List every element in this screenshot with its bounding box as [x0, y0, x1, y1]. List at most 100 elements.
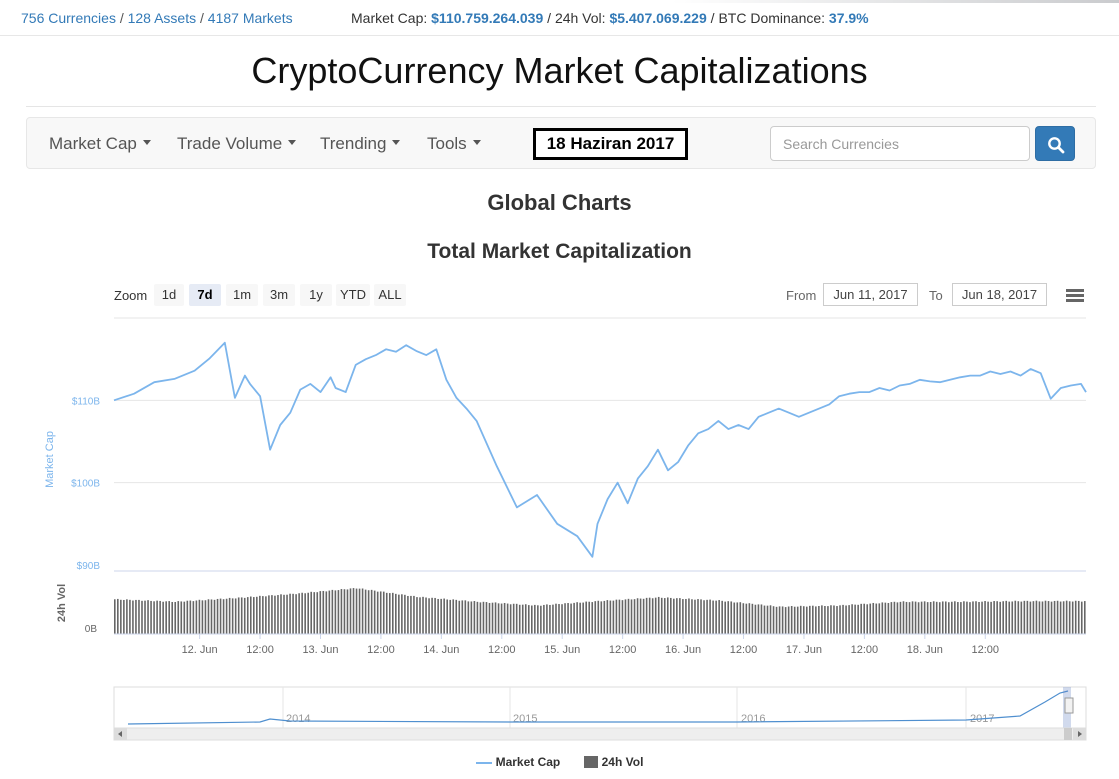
zoom-1m-button[interactable]: 1m	[226, 284, 258, 306]
volume-bar	[905, 601, 908, 634]
volume-bar	[908, 602, 911, 634]
volume-bar	[222, 599, 225, 634]
legend-item-volume[interactable]: 24h Vol	[583, 755, 644, 769]
volume-bar	[917, 602, 920, 634]
volume-bar	[443, 598, 445, 634]
volume-bar	[836, 606, 838, 634]
nav-trending-label: Trending	[320, 134, 387, 153]
volume-bar	[1020, 601, 1023, 634]
volume-bar	[621, 600, 624, 634]
volume-bar	[521, 604, 524, 634]
volume-bar	[703, 600, 705, 634]
scrollbar-thumb	[1064, 728, 1072, 740]
volume-bar	[706, 599, 708, 634]
volume-bar	[691, 599, 693, 634]
volume-bar	[676, 598, 678, 634]
volume-bar	[660, 597, 663, 634]
volume-bar	[827, 606, 829, 634]
zoom-all-button[interactable]: ALL	[374, 284, 406, 306]
volume-bar	[210, 599, 213, 634]
market-cap-label: Market Cap:	[351, 10, 428, 26]
legend-volume-label: 24h Vol	[601, 755, 644, 769]
section-title: Global Charts	[487, 190, 632, 215]
volume-bar	[473, 601, 476, 634]
volume-bar	[790, 606, 793, 634]
chart-menu-icon[interactable]	[1066, 289, 1084, 303]
volume-bar	[271, 595, 273, 634]
volume-bar	[328, 590, 331, 634]
volume-bar	[395, 593, 397, 634]
from-date-input[interactable]: Jun 11, 2017	[823, 283, 918, 306]
volume-bar	[914, 601, 917, 634]
volume-bar	[963, 601, 965, 634]
volume-bar	[682, 599, 684, 634]
volume-bar	[479, 602, 482, 634]
search-input[interactable]	[770, 126, 1030, 161]
nav-market-cap[interactable]: Market Cap	[49, 134, 151, 154]
x-tick-label: 12:00	[972, 644, 1000, 656]
currencies-link[interactable]: 756 Currencies	[21, 10, 116, 26]
volume-bar	[512, 603, 515, 634]
nav-tools[interactable]: Tools	[427, 134, 481, 154]
volume-bar	[219, 598, 222, 634]
volume-bar	[500, 603, 503, 634]
separator: /	[710, 10, 719, 26]
volume-bar	[944, 601, 947, 634]
volume-bar	[198, 599, 201, 634]
x-tick-label: 16. Jun	[665, 644, 701, 656]
volume-bar	[809, 605, 811, 634]
volume-bar	[404, 594, 406, 634]
volume-bar	[736, 602, 739, 634]
volume-bar	[370, 589, 373, 634]
volume-bar	[875, 603, 878, 634]
volume-bar	[848, 605, 850, 634]
volume-bar	[1023, 600, 1026, 634]
volume-bar	[195, 600, 198, 634]
volume-bar	[642, 598, 645, 634]
navigator-year-label: 2015	[513, 713, 537, 725]
volume-bar	[1029, 601, 1032, 634]
markets-link[interactable]: 4187 Markets	[207, 10, 293, 26]
volume-bar	[935, 601, 938, 634]
search-icon	[1048, 137, 1065, 154]
x-tick-label: 12:00	[851, 644, 879, 656]
volume-bar	[246, 597, 249, 634]
volume-bar	[1053, 600, 1056, 634]
nav-trade-volume[interactable]: Trade Volume	[177, 134, 297, 154]
volume-bar	[307, 592, 309, 634]
volume-bar	[141, 600, 143, 634]
volume-bar	[573, 602, 575, 634]
volume-bar	[355, 588, 358, 634]
zoom-3m-button[interactable]: 3m	[263, 284, 295, 306]
volume-bar	[766, 605, 769, 634]
volume-bar	[636, 598, 639, 634]
volume-bar	[117, 598, 119, 634]
volume-bar	[872, 602, 875, 634]
zoom-1d-button[interactable]: 1d	[154, 284, 184, 306]
x-tick-label: 17. Jun	[786, 644, 822, 656]
volume-bar	[585, 601, 587, 634]
volume-bar	[497, 603, 500, 634]
nav-trending[interactable]: Trending	[320, 134, 401, 154]
volume-bar	[555, 603, 557, 634]
volume-bar	[857, 604, 859, 634]
legend-item-market-cap[interactable]: Market Cap	[475, 755, 560, 769]
volume-bar	[854, 604, 856, 634]
navigator-series-line	[127, 690, 1069, 725]
volume-bar	[1026, 600, 1029, 634]
to-date-input[interactable]: Jun 18, 2017	[952, 283, 1047, 306]
volume-bar	[579, 602, 581, 634]
volume-bar	[657, 596, 660, 634]
volume-bar	[126, 599, 128, 634]
zoom-1y-button[interactable]: 1y	[300, 284, 332, 306]
legend-line-swatch	[475, 761, 492, 764]
assets-link[interactable]: 128 Assets	[127, 10, 197, 26]
volume-bar	[748, 603, 751, 634]
volume-bar	[697, 599, 699, 634]
volume-bar	[887, 602, 890, 634]
zoom-ytd-button[interactable]: YTD	[336, 284, 370, 306]
volume-bar	[996, 601, 998, 634]
search-button[interactable]	[1035, 126, 1075, 161]
volume-bar	[860, 603, 862, 634]
zoom-7d-button[interactable]: 7d	[189, 284, 221, 306]
